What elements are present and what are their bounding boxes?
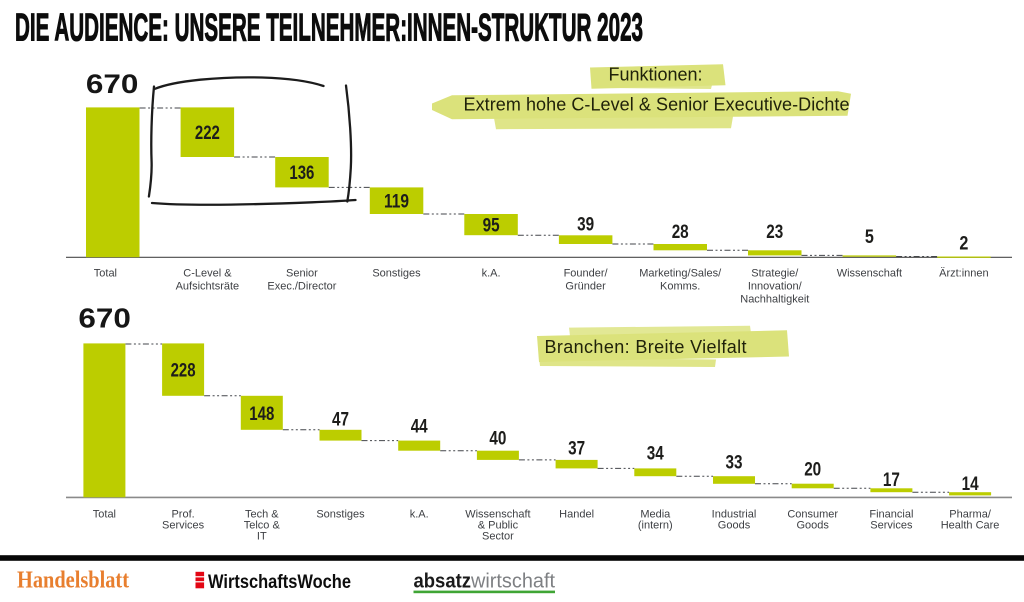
svg-text:Sonstiges: Sonstiges: [372, 268, 421, 280]
svg-text:Exec./Director: Exec./Director: [267, 281, 336, 293]
svg-text:Goods: Goods: [796, 520, 829, 532]
svg-text:IT: IT: [257, 531, 267, 543]
svg-text:Telco &: Telco &: [244, 520, 281, 532]
svg-text:20: 20: [804, 460, 821, 481]
svg-text:670: 670: [78, 303, 131, 334]
svg-text:Media: Media: [640, 508, 671, 520]
svg-text:Senior: Senior: [286, 268, 318, 280]
svg-text:Consumer: Consumer: [787, 508, 838, 520]
svg-text:Industrial: Industrial: [712, 508, 757, 520]
svg-text:k.A.: k.A.: [482, 268, 501, 280]
svg-text:Sonstiges: Sonstiges: [316, 508, 365, 520]
svg-text:95: 95: [483, 216, 500, 237]
svg-text:Wissenschaft: Wissenschaft: [465, 508, 530, 520]
svg-text:Funktionen:: Funktionen:: [609, 64, 703, 84]
svg-text:Services: Services: [162, 520, 205, 532]
svg-text:Gründer: Gründer: [565, 281, 606, 293]
svg-text:absatz: absatz: [414, 571, 472, 593]
svg-text:Nachhaltigkeit: Nachhaltigkeit: [740, 294, 809, 306]
svg-text:37: 37: [568, 439, 585, 460]
svg-text:C-Level &: C-Level &: [183, 268, 232, 280]
svg-text:Handel: Handel: [559, 508, 594, 520]
svg-text:23: 23: [766, 222, 783, 243]
svg-text:5: 5: [865, 227, 874, 248]
svg-text:47: 47: [332, 410, 349, 431]
svg-text:Goods: Goods: [718, 520, 751, 532]
svg-text:Marketing/Sales/: Marketing/Sales/: [639, 268, 722, 280]
svg-text:670: 670: [86, 69, 139, 99]
svg-text:Sector: Sector: [482, 531, 514, 543]
svg-text:Total: Total: [94, 268, 117, 280]
svg-text:136: 136: [289, 163, 314, 184]
svg-text:Health Care: Health Care: [941, 520, 1000, 532]
svg-text:Komms.: Komms.: [660, 281, 700, 293]
svg-text:Extrem hohe C-Level & Senior E: Extrem hohe C-Level & Senior Executive-D…: [464, 94, 850, 114]
svg-text:Founder/: Founder/: [564, 268, 609, 280]
svg-text:Services: Services: [870, 520, 913, 532]
svg-text:& Public: & Public: [478, 520, 519, 532]
svg-text:222: 222: [195, 123, 220, 144]
svg-text:k.A.: k.A.: [410, 508, 429, 520]
svg-text:Financial: Financial: [869, 508, 913, 520]
svg-text:17: 17: [883, 470, 900, 491]
svg-text:Handelsblatt: Handelsblatt: [17, 568, 129, 594]
svg-text:Branchen: Breite Vielfalt: Branchen: Breite Vielfalt: [545, 337, 747, 357]
svg-text:WirtschaftsWoche: WirtschaftsWoche: [208, 571, 351, 593]
svg-text:Innovation/: Innovation/: [748, 281, 803, 293]
svg-text:119: 119: [384, 192, 409, 213]
svg-text:39: 39: [577, 214, 594, 235]
svg-text:DIE AUDIENCE: UNSERE TEILNEHME: DIE AUDIENCE: UNSERE TEILNEHMER:INNEN-ST…: [15, 6, 643, 49]
svg-text:2: 2: [959, 233, 968, 254]
svg-text:Ärzt:innen: Ärzt:innen: [939, 268, 989, 280]
svg-text:wirtschaft: wirtschaft: [470, 571, 555, 593]
svg-text:Strategie/: Strategie/: [751, 268, 799, 280]
svg-text:Total: Total: [93, 508, 116, 520]
svg-text:28: 28: [672, 222, 689, 243]
svg-text:148: 148: [249, 404, 274, 425]
svg-text:33: 33: [726, 453, 743, 474]
svg-text:14: 14: [962, 474, 979, 495]
svg-text:44: 44: [411, 417, 428, 438]
svg-text:Tech &: Tech &: [245, 508, 279, 520]
svg-text:40: 40: [489, 429, 506, 450]
svg-text:Wissenschaft: Wissenschaft: [837, 268, 902, 280]
svg-text:Prof.: Prof.: [171, 508, 194, 520]
svg-text:Pharma/: Pharma/: [949, 508, 992, 520]
svg-text:228: 228: [171, 361, 196, 382]
svg-text:Aufsichtsräte: Aufsichtsräte: [176, 281, 240, 293]
svg-text:(intern): (intern): [638, 520, 673, 532]
svg-text:34: 34: [647, 443, 664, 464]
